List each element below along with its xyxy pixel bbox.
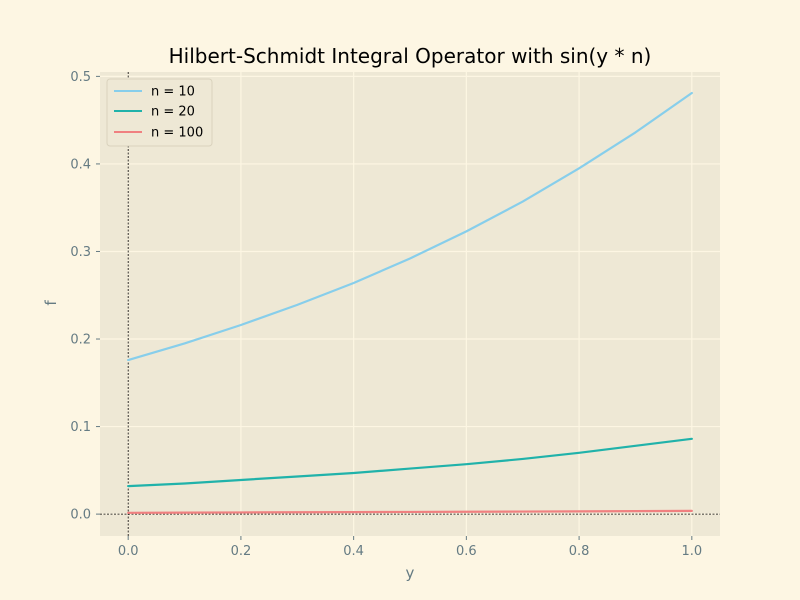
- x-axis-ticks: 0.0 0.2 0.4 0.6 0.8 1.0: [118, 536, 702, 559]
- series-line-n-20: [127, 437, 693, 488]
- reference-lines: [100, 72, 720, 536]
- y-axis-label: f: [42, 300, 60, 306]
- legend-box: [106, 78, 213, 147]
- y-tick-label: 0.1: [70, 420, 91, 435]
- plot-background: [100, 72, 720, 536]
- x-tick-label: 0.8: [569, 544, 590, 559]
- y-tick-label: 0.3: [70, 245, 91, 260]
- series-line-n-10: [127, 91, 693, 362]
- x-axis-label: y: [406, 564, 415, 582]
- x-tick-label: 0.6: [456, 544, 477, 559]
- legend: n = 10 n = 20 n = 100: [106, 78, 213, 147]
- legend-label-n20: n = 20: [151, 105, 195, 120]
- y-tick-label: 0.0: [70, 508, 91, 523]
- legend-label-n100: n = 100: [151, 126, 203, 141]
- series-layer: [127, 91, 693, 514]
- x-tick-label: 0.0: [118, 544, 139, 559]
- x-tick-label: 0.4: [343, 544, 364, 559]
- y-tick-label: 0.4: [70, 157, 91, 172]
- series-line-n-100: [127, 509, 693, 514]
- x-tick-label: 1.0: [681, 544, 702, 559]
- chart-title: Hilbert-Schmidt Integral Operator with s…: [169, 44, 652, 68]
- y-axis-ticks: 0.0 0.1 0.2 0.3 0.4 0.5: [70, 70, 100, 523]
- x-tick-label: 0.2: [231, 544, 252, 559]
- y-tick-label: 0.2: [70, 333, 91, 348]
- y-tick-label: 0.5: [70, 70, 91, 85]
- legend-label-n10: n = 10: [151, 85, 195, 100]
